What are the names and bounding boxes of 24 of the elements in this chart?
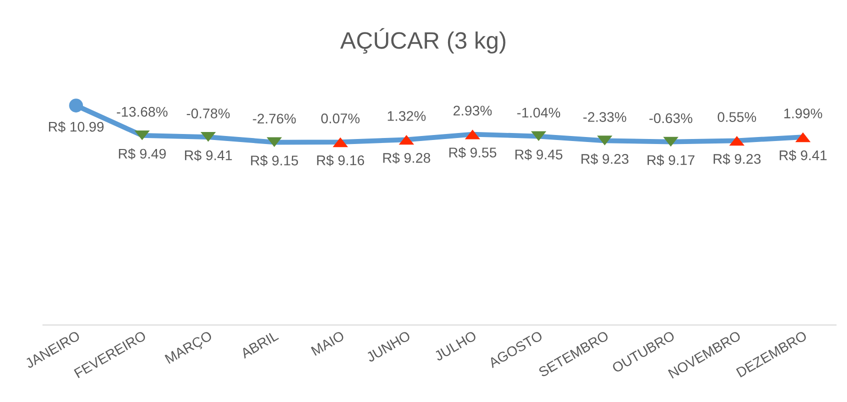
chart-title: AÇÚCAR (3 kg)	[340, 28, 506, 54]
annotation: -0.63%	[649, 113, 692, 124]
annotation: -13.68%	[116, 106, 168, 117]
data-label: R$ 9.23	[582, 153, 628, 165]
annotation: -0.78%	[186, 108, 230, 118]
annotation: 1.99%	[784, 108, 822, 118]
data-label: R$ 9.41	[185, 150, 232, 162]
annotation: -1.04%	[517, 108, 560, 118]
data-label: R$ 9.49	[118, 148, 166, 160]
data-label: R$ 9.28	[383, 152, 430, 164]
annotation: 0.55%	[718, 112, 756, 122]
annotation: -2.33%	[583, 112, 626, 122]
annotation: -2.76%	[252, 114, 296, 124]
data-label: R$ 9.55	[449, 147, 496, 158]
annotation: 2.93%	[454, 106, 492, 116]
data-label: R$ 10.99	[49, 121, 104, 133]
annotation: 1.32%	[388, 111, 426, 121]
data-label: R$ 9.45	[515, 149, 562, 160]
data-label: R$ 9.16	[317, 154, 364, 166]
data-label: R$ 9.17	[648, 154, 694, 166]
data-label: R$ 9.15	[251, 155, 298, 166]
data-label: R$ 9.23	[714, 153, 761, 165]
annotation: 0.07%	[321, 114, 360, 124]
data-label: R$ 9.41	[780, 150, 827, 162]
